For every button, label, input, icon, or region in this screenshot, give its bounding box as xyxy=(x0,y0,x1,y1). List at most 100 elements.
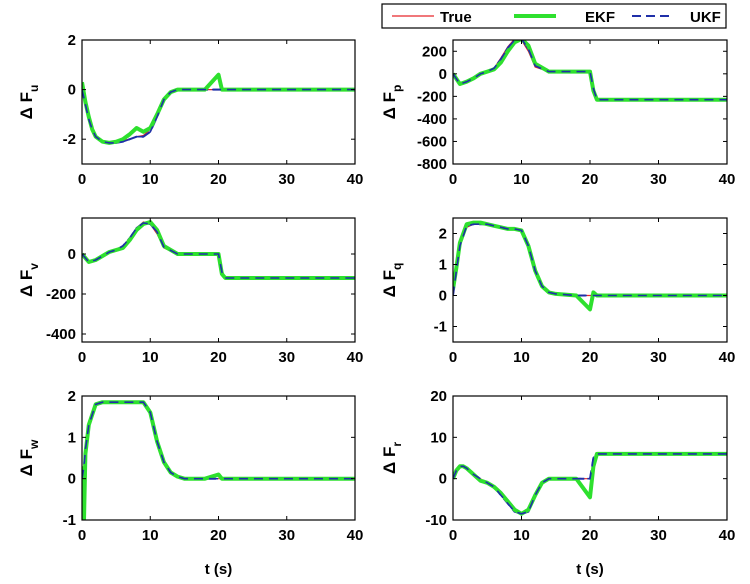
x-tick-label: 10 xyxy=(513,527,530,544)
subplot-1: 0 10 20 30 40 200 0 -200 -400 -600 -800 Δ Fp xyxy=(380,39,735,188)
series-line-ukf-overlay xyxy=(453,453,727,515)
series-line-ukf-overlay xyxy=(453,223,727,297)
y-tick-label: 1 xyxy=(439,257,447,274)
series-line-ekf xyxy=(82,220,355,280)
y-tick-label: 0 xyxy=(68,246,76,263)
y-tick-label: 200 xyxy=(422,43,447,60)
x-tick-label: 0 xyxy=(449,349,457,366)
x-tick-label: 20 xyxy=(210,527,227,544)
x-tick-label: 40 xyxy=(347,349,364,366)
series-line-ukf-overlay xyxy=(82,222,355,279)
y-tick-label: -2 xyxy=(63,131,76,148)
y-tick-label: 0 xyxy=(68,82,76,99)
series-line-ekf xyxy=(453,451,727,516)
y-axis-label: Δ Fw xyxy=(17,439,41,476)
series-line-true xyxy=(82,88,355,143)
y-tick-label: 0 xyxy=(439,471,447,488)
axes-box xyxy=(452,39,728,165)
x-tick-label: 0 xyxy=(78,171,86,188)
y-axis-label: Δ Fu xyxy=(17,85,41,120)
x-tick-label: 10 xyxy=(513,171,530,188)
x-tick-label: 30 xyxy=(278,171,295,188)
series-line-ekf xyxy=(453,40,727,102)
y-tick-label: -600 xyxy=(417,133,447,150)
x-tick-label: 0 xyxy=(449,527,457,544)
y-tick-label: -200 xyxy=(417,88,447,105)
axes-box xyxy=(81,39,356,165)
x-tick-label: 20 xyxy=(582,527,599,544)
x-tick-label: 0 xyxy=(78,527,86,544)
x-tick-label: 20 xyxy=(582,349,599,366)
x-tick-label: 30 xyxy=(650,171,667,188)
y-tick-label: 0 xyxy=(439,288,447,305)
series-line-ekf xyxy=(453,220,727,312)
x-tick-label: 10 xyxy=(513,349,530,366)
y-tick-label: -800 xyxy=(417,156,447,173)
series-line-ukf-overlay xyxy=(82,401,355,480)
y-tick-label: -400 xyxy=(46,326,76,343)
y-tick-label: -1 xyxy=(63,512,76,529)
x-tick-label: 30 xyxy=(278,527,295,544)
series-line-ukf-overlay xyxy=(453,40,727,101)
y-tick-label: 1 xyxy=(68,429,76,446)
x-tick-label: 10 xyxy=(142,527,159,544)
x-tick-label: 30 xyxy=(650,349,667,366)
axes-box xyxy=(81,395,356,521)
x-axis-label: t (s) xyxy=(205,561,233,578)
axes-box xyxy=(452,217,728,343)
series-line-ukf xyxy=(82,222,355,279)
x-tick-label: 30 xyxy=(278,349,295,366)
y-axis-label: Δ Fv xyxy=(17,263,41,297)
axes-box xyxy=(452,395,728,521)
series-line-ekf xyxy=(82,72,355,145)
series-line-ukf-overlay xyxy=(82,88,355,144)
x-tick-label: 20 xyxy=(210,349,227,366)
x-tick-label: 20 xyxy=(210,171,227,188)
y-axis-label: Δ Fp xyxy=(380,85,404,120)
series-line-true xyxy=(82,401,355,480)
series-line-ukf xyxy=(453,223,727,297)
y-tick-label: -10 xyxy=(425,512,447,529)
x-tick-label: 40 xyxy=(347,171,364,188)
legend-label-ukf: UKF xyxy=(690,9,721,26)
y-tick-label: -1 xyxy=(434,319,447,336)
series-group xyxy=(82,220,355,280)
x-tick-label: 10 xyxy=(142,171,159,188)
x-tick-label: 10 xyxy=(142,349,159,366)
series-line-ukf xyxy=(82,401,355,480)
y-tick-label: 0 xyxy=(439,66,447,83)
y-tick-label: 10 xyxy=(430,429,447,446)
subplot-2: 0 10 20 30 40 0 -200 -400 Δ Fv xyxy=(17,217,364,366)
y-tick-label: -200 xyxy=(46,286,76,303)
y-axis-label: Δ Fr xyxy=(380,442,404,474)
x-tick-label: 30 xyxy=(650,527,667,544)
y-tick-label: 20 xyxy=(430,388,447,405)
legend: True EKF UKF xyxy=(381,3,727,29)
legend-label-ekf: EKF xyxy=(585,9,615,26)
x-axis-label: t (s) xyxy=(576,561,604,578)
series-line-ekf xyxy=(82,400,355,520)
series-group xyxy=(82,72,355,145)
series-group xyxy=(82,400,355,520)
x-tick-label: 0 xyxy=(449,171,457,188)
y-tick-label: 2 xyxy=(68,388,76,405)
series-group xyxy=(453,40,727,102)
x-tick-label: 40 xyxy=(719,527,736,544)
x-tick-label: 40 xyxy=(719,349,736,366)
series-group xyxy=(453,220,727,312)
series-line-true xyxy=(453,223,727,297)
x-tick-label: 20 xyxy=(582,171,599,188)
x-tick-label: 40 xyxy=(347,527,364,544)
legend-label-true: True xyxy=(440,9,472,26)
y-tick-label: -400 xyxy=(417,111,447,128)
series-line-ukf xyxy=(82,88,355,144)
x-tick-label: 0 xyxy=(78,349,86,366)
series-group xyxy=(453,451,727,516)
y-tick-label: 2 xyxy=(68,32,76,49)
